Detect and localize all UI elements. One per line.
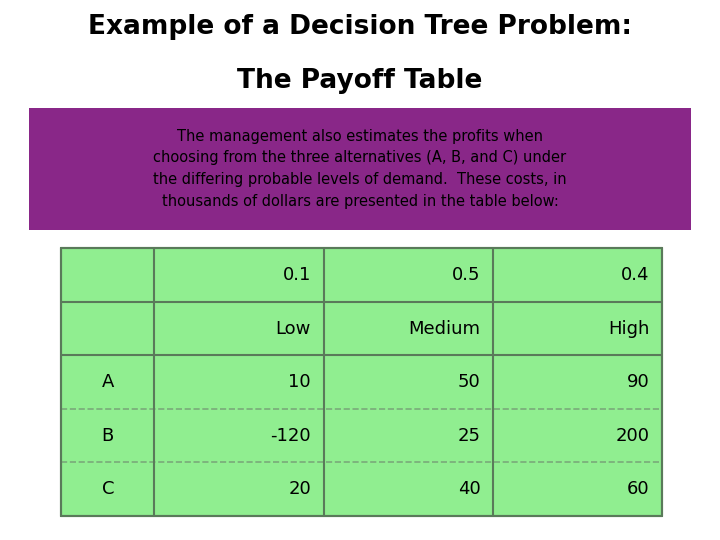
Bar bbox=[29, 108, 691, 230]
Text: A: A bbox=[102, 373, 114, 391]
Text: 0.1: 0.1 bbox=[282, 266, 311, 284]
Text: High: High bbox=[608, 320, 649, 338]
Text: 200: 200 bbox=[616, 427, 649, 444]
Text: Medium: Medium bbox=[408, 320, 480, 338]
Text: C: C bbox=[102, 480, 114, 498]
Text: 50: 50 bbox=[458, 373, 480, 391]
Text: 40: 40 bbox=[458, 480, 480, 498]
Text: 60: 60 bbox=[627, 480, 649, 498]
Text: The Payoff Table: The Payoff Table bbox=[238, 68, 482, 93]
Text: B: B bbox=[102, 427, 114, 444]
Text: The management also estimates the profits when
choosing from the three alternati: The management also estimates the profit… bbox=[153, 129, 567, 208]
Text: 25: 25 bbox=[457, 427, 480, 444]
Text: 0.4: 0.4 bbox=[621, 266, 649, 284]
Bar bbox=[61, 248, 662, 516]
Text: 10: 10 bbox=[288, 373, 311, 391]
Text: -120: -120 bbox=[270, 427, 311, 444]
Text: 20: 20 bbox=[288, 480, 311, 498]
Text: 90: 90 bbox=[626, 373, 649, 391]
Text: Example of a Decision Tree Problem:: Example of a Decision Tree Problem: bbox=[88, 14, 632, 39]
Text: 0.5: 0.5 bbox=[452, 266, 480, 284]
Text: Low: Low bbox=[276, 320, 311, 338]
